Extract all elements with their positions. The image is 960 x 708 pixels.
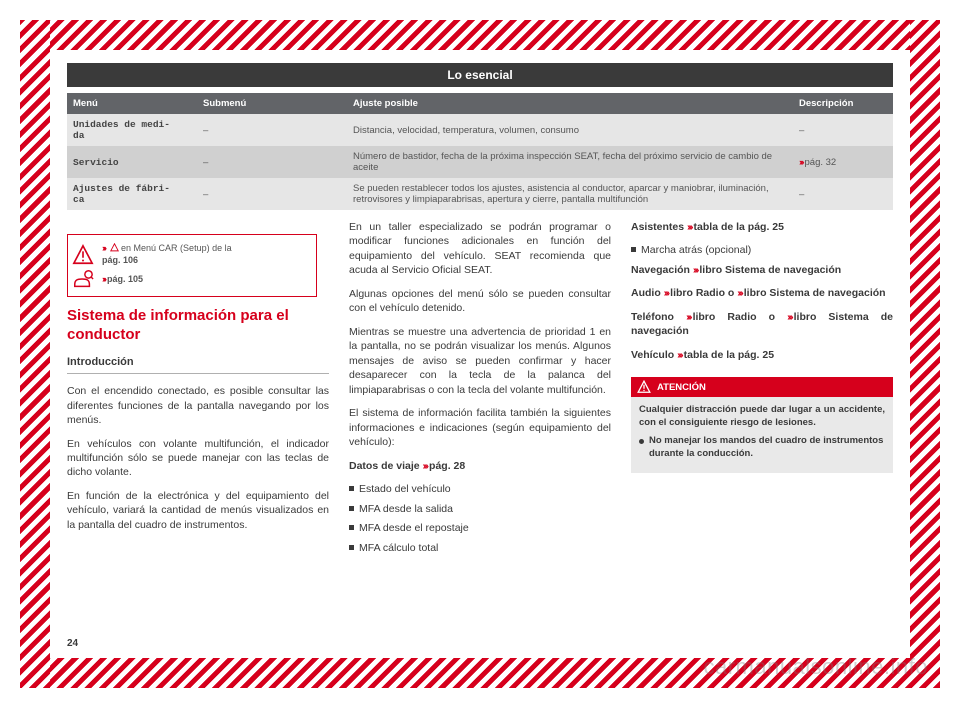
asist-head: Asistentes <box>631 221 684 233</box>
watermark-text: carmanualsonline.info <box>703 654 928 680</box>
audio-ref2: libro Sistema de navegación <box>744 287 886 299</box>
warning-triangle-icon <box>72 244 94 266</box>
nav-line: Navegación libro Sistema de navegación <box>631 263 893 277</box>
th-desc: Descripción <box>793 93 893 114</box>
datos-bullet-list: Estado del vehículo MFA desde la salida … <box>349 482 611 560</box>
paragraph: Con el encendido conectado, es posible c… <box>67 384 329 427</box>
cell-desc-ref: pág. 32 <box>805 157 837 168</box>
list-item: No manejar los mandos del cuadro de inst… <box>639 435 885 461</box>
asistentes-line: Asistentes tabla de la pág. 25 <box>631 220 893 234</box>
cell-adj: Se pueden restablecer todos los ajustes,… <box>347 178 793 210</box>
list-item: MFA desde el repostaje <box>349 521 611 535</box>
page-title-bar: Lo esencial <box>67 63 893 87</box>
info-row-book: pág. 105 <box>72 268 312 290</box>
paragraph: El sistema de información facilita tambi… <box>349 406 611 449</box>
asist-bullet-list: Marcha atrás (opcional) <box>631 243 893 262</box>
cell-desc: – <box>793 178 893 210</box>
list-item: Estado del vehículo <box>349 482 611 496</box>
list-item: MFA desde la salida <box>349 502 611 516</box>
nav-head: Navegación <box>631 264 690 276</box>
th-ajuste: Ajuste posible <box>347 93 793 114</box>
table-row: Servicio – Número de bastidor, fecha de … <box>67 146 893 178</box>
datos-ref: pág. 28 <box>429 460 465 472</box>
cell-sub: – <box>197 114 347 146</box>
mini-warning-icon <box>110 243 119 252</box>
warning-bullet-list: No manejar los mandos del cuadro de inst… <box>639 435 885 461</box>
cell-desc: pág. 32 <box>793 146 893 178</box>
tel-ref1: libro Radio o <box>693 311 775 323</box>
tel-head: Teléfono <box>631 311 674 323</box>
subsection-heading: Introducción <box>67 355 329 374</box>
page-number: 24 <box>67 638 78 649</box>
paragraph: Mientras se muestre una advertencia de p… <box>349 325 611 397</box>
paragraph: En vehículos con volante multifunción, e… <box>67 437 329 480</box>
info-line1a: en Menú CAR (Setup) de la <box>121 243 232 253</box>
table-row: Ajustes de fábri- ca – Se pueden restabl… <box>67 178 893 210</box>
nav-ref: libro Sistema de navegación <box>699 264 841 276</box>
info-text: en Menú CAR (Setup) de la pág. 106 <box>102 243 232 266</box>
page-content: Lo esencial Menú Submenú Ajuste posible … <box>55 55 905 653</box>
table-row: Unidades de medi- da – Distancia, veloci… <box>67 114 893 146</box>
border-stripe-right <box>910 20 940 688</box>
veh-head: Vehículo <box>631 349 674 361</box>
cell-menu: Ajustes de fábri- ca <box>67 178 197 210</box>
cell-menu: Servicio <box>67 146 197 178</box>
column-1: en Menú CAR (Setup) de la pág. 106 pág. … <box>67 220 329 647</box>
audio-head: Audio <box>631 287 661 299</box>
datos-de-viaje-head: Datos de viaje pág. 28 <box>349 459 611 473</box>
border-stripe-top <box>20 20 940 50</box>
paragraph: Algunas opciones del menú sólo se pueden… <box>349 287 611 316</box>
cell-adj: Distancia, velocidad, temperatura, volum… <box>347 114 793 146</box>
link-icon <box>102 243 107 253</box>
paragraph: En un taller especializado se podrán pro… <box>349 220 611 278</box>
th-menu: Menú <box>67 93 197 114</box>
paragraph: En función de la electrónica y del equip… <box>67 489 329 532</box>
veh-ref: tabla de la pág. 25 <box>684 349 774 361</box>
warning-header: ATENCIÓN <box>631 377 893 397</box>
reference-info-box: en Menú CAR (Setup) de la pág. 106 pág. … <box>67 234 317 297</box>
datos-label: Datos de viaje <box>349 460 420 472</box>
tel-line: Teléfono libro Radio o libro Sistema de … <box>631 310 893 339</box>
cell-sub: – <box>197 178 347 210</box>
info-line2: pág. 105 <box>107 274 143 284</box>
border-stripe-left <box>20 20 50 688</box>
audio-ref1: libro Radio o <box>670 287 734 299</box>
warning-title: ATENCIÓN <box>657 381 706 394</box>
cell-desc: – <box>793 114 893 146</box>
table-header-row: Menú Submenú Ajuste posible Descripción <box>67 93 893 114</box>
warning-p1: Cualquier distracción puede dar lugar a … <box>639 404 885 430</box>
atencion-warning-box: ATENCIÓN Cualquier distracción puede dar… <box>631 377 893 472</box>
column-2: En un taller especializado se podrán pro… <box>349 220 611 647</box>
asist-ref: tabla de la pág. 25 <box>694 221 784 233</box>
cell-sub: – <box>197 146 347 178</box>
section-heading: Sistema de información para el conductor <box>67 307 329 345</box>
cell-adj: Número de bastidor, fecha de la próxima … <box>347 146 793 178</box>
settings-table: Menú Submenú Ajuste posible Descripción … <box>67 93 893 210</box>
text-columns: en Menú CAR (Setup) de la pág. 106 pág. … <box>67 220 893 647</box>
column-3: Asistentes tabla de la pág. 25 Marcha at… <box>631 220 893 647</box>
list-item: MFA cálculo total <box>349 541 611 555</box>
book-magnifier-icon <box>72 268 94 290</box>
list-item: Marcha atrás (opcional) <box>631 243 893 257</box>
th-submenu: Submenú <box>197 93 347 114</box>
info-text: pág. 105 <box>102 274 143 286</box>
warning-body: Cualquier distracción puede dar lugar a … <box>631 397 893 472</box>
warning-triangle-icon <box>637 380 651 394</box>
veh-line: Vehículo tabla de la pág. 25 <box>631 348 893 362</box>
audio-line: Audio libro Radio o libro Sistema de nav… <box>631 286 893 300</box>
info-line1b: pág. 106 <box>102 255 138 265</box>
info-row-warning: en Menú CAR (Setup) de la pág. 106 <box>72 243 312 266</box>
cell-menu: Unidades de medi- da <box>67 114 197 146</box>
